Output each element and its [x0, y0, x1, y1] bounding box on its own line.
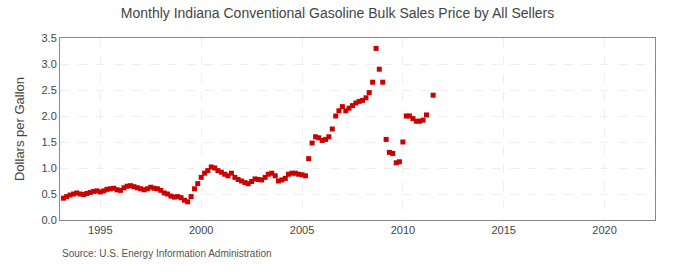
- svg-text:0.0: 0.0: [42, 214, 57, 226]
- svg-text:2000: 2000: [189, 224, 213, 236]
- svg-text:Monthly Indiana Conventional G: Monthly Indiana Conventional Gasoline Bu…: [121, 5, 554, 21]
- svg-text:2020: 2020: [592, 224, 616, 236]
- svg-text:3.5: 3.5: [42, 32, 57, 44]
- svg-text:1995: 1995: [88, 224, 112, 236]
- svg-text:2010: 2010: [391, 224, 415, 236]
- svg-text:2005: 2005: [290, 224, 314, 236]
- svg-text:2015: 2015: [491, 224, 515, 236]
- svg-text:2.5: 2.5: [42, 84, 57, 96]
- svg-text:3.0: 3.0: [42, 58, 57, 70]
- svg-text:Dollars per Gallon: Dollars per Gallon: [12, 77, 27, 181]
- svg-text:Source: U.S. Energy Informatio: Source: U.S. Energy Information Administ…: [62, 248, 272, 259]
- svg-text:0.5: 0.5: [42, 188, 57, 200]
- svg-text:2.0: 2.0: [42, 110, 57, 122]
- svg-text:1.0: 1.0: [42, 162, 57, 174]
- svg-text:1.5: 1.5: [42, 136, 57, 148]
